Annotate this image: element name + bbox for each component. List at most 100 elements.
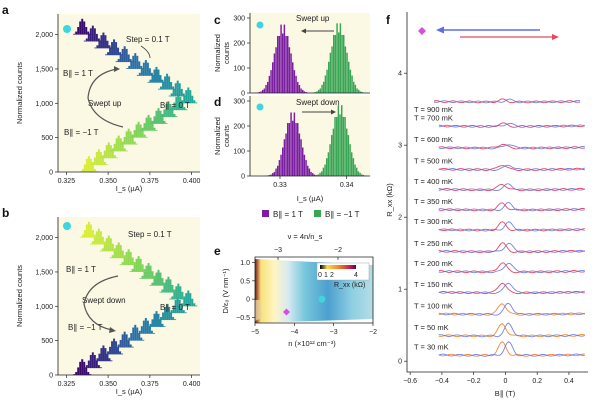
histogram-bar (358, 89, 360, 93)
histogram-bar (143, 271, 146, 279)
histogram-bar (145, 117, 148, 131)
histogram-bar (165, 103, 168, 118)
histogram-bar (351, 75, 353, 93)
histogram-bar (295, 75, 297, 93)
histogram-bar (177, 283, 180, 300)
histogram-bar (97, 149, 100, 166)
histogram-bar (175, 116, 178, 118)
arrowhead-c (301, 28, 306, 34)
histogram-bar (165, 123, 168, 124)
trace-sweep-up (438, 322, 585, 338)
histogram-bar (171, 296, 174, 300)
a-x-tick-label: 0.400 (183, 178, 201, 185)
histogram-bar (101, 248, 104, 252)
f-y-tick-label: 2 (398, 215, 402, 222)
histogram-bar (101, 236, 104, 245)
histogram-bar (128, 65, 131, 69)
trace-sweep-up (438, 262, 585, 274)
histogram-bar (161, 323, 164, 327)
histogram-bar (109, 145, 112, 159)
histogram-bar (189, 293, 192, 307)
histogram-bar (135, 124, 138, 138)
histogram-bar (354, 84, 357, 93)
trace-sweep-down (438, 165, 585, 171)
histogram-bar (140, 326, 143, 334)
histogram-bar (288, 123, 291, 176)
histogram-bar (135, 258, 138, 272)
panel-b: b 0 500 1,000 1,500 2,000 0.325 0.350 0.375 0.40… (2, 206, 201, 396)
histogram-bar (361, 91, 363, 93)
histogram-bar (323, 81, 325, 93)
histogram-bar (298, 84, 301, 93)
histogram-bar (153, 69, 156, 83)
histogram-bar (153, 127, 156, 131)
histogram-bar (353, 81, 355, 93)
histogram-bar (83, 21, 86, 35)
histogram-bar (83, 367, 86, 369)
histogram-bar (132, 327, 135, 341)
histogram-bar (144, 317, 147, 334)
sweep-arrowhead-blue (436, 26, 444, 34)
histogram-bar (109, 257, 112, 259)
swept-down-label-d: Swept down (296, 98, 340, 107)
trace-sweep-up (438, 221, 585, 232)
a-y-tick-label: 1,000 (35, 101, 53, 108)
histogram-bar (87, 221, 90, 238)
histogram-bar (316, 91, 318, 93)
histogram-bar (89, 158, 92, 172)
panel-d: d 0 100 200 300 0.33 0.34 Normalized counts I… (213, 95, 371, 219)
histogram-bar (121, 334, 124, 348)
histogram-bar (283, 24, 286, 93)
histogram-bar (162, 312, 165, 321)
d-x-tick-label: 0.33 (273, 182, 287, 189)
histogram-bar (101, 157, 104, 166)
histogram-bar (104, 35, 107, 49)
histogram-bar (172, 86, 175, 90)
histogram-bar (87, 371, 90, 375)
panel-f-ylabel: R_xx (kΩ) (385, 183, 394, 217)
histogram-bar (173, 114, 176, 118)
histogram-bar (308, 168, 311, 176)
histogram-bar (171, 107, 174, 111)
swept-up-label: Swept up (88, 99, 122, 108)
field-plus-1-label: B∥ = 1 T (63, 69, 93, 78)
histogram-bar (175, 291, 178, 293)
histogram-bar (89, 28, 92, 42)
histogram-bar (173, 291, 176, 300)
histogram-bar (287, 123, 289, 176)
histogram-bar (93, 236, 96, 245)
histogram-bar (142, 339, 145, 341)
histogram-bar (176, 297, 179, 314)
histogram-bar (334, 34, 337, 93)
cyan-dot-marker-c (256, 21, 264, 29)
colorbar-label: R_xx (kΩ) (334, 282, 365, 289)
histogram-bar (292, 120, 294, 176)
histogram-bar (348, 61, 350, 93)
histogram-bar (123, 148, 126, 152)
histogram-bar (278, 160, 281, 176)
histogram-bar (91, 230, 94, 238)
histogram-bar (180, 88, 183, 97)
histogram-bar (83, 230, 86, 238)
histogram-bar (99, 250, 102, 252)
histogram-bar (133, 130, 136, 138)
histogram-bar (129, 59, 132, 63)
histogram-bar (333, 35, 335, 93)
temperature-label: T = 600 mK (414, 135, 453, 144)
histogram-bar (285, 133, 287, 176)
histogram-bar (152, 332, 155, 334)
histogram-bar (263, 88, 266, 93)
b-x-tick-label: 0.400 (183, 381, 201, 388)
histogram-bar (324, 164, 326, 176)
histogram-bar (133, 262, 136, 266)
histogram-bar (107, 235, 110, 252)
legend-swatch-plus (262, 210, 269, 217)
histogram-bar (87, 156, 90, 172)
histogram-bar (166, 73, 169, 90)
histogram-bar (115, 157, 118, 159)
histogram-bar (95, 360, 98, 369)
histogram-bar (113, 250, 116, 259)
histogram-bar (302, 89, 304, 93)
histogram-bar (130, 61, 133, 69)
